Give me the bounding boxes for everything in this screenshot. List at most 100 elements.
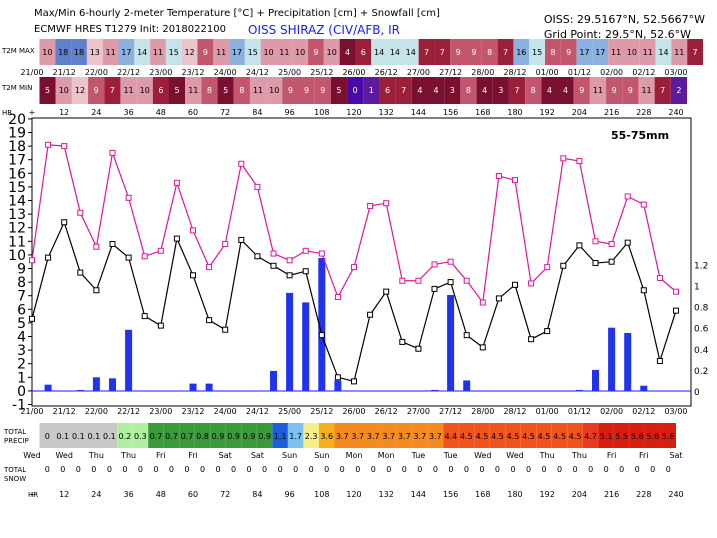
hour-label-bottom: 168 [475, 490, 490, 499]
min-cell [363, 77, 380, 104]
max-cell [418, 39, 435, 65]
grid-point: Grid Point: 29.5°N, 52.6°W [543, 28, 692, 41]
time-label-top: 26/00 [342, 68, 365, 77]
min-cell-value: 8 [239, 86, 244, 95]
x-tick-label: 25/12 [310, 407, 333, 416]
precip-cell [629, 423, 645, 448]
snow-cell-value: 0 [619, 465, 624, 474]
precip-cell [303, 423, 319, 448]
max-cell-value: 18 [74, 48, 84, 57]
x-tick-label: 25/00 [278, 407, 301, 416]
t2m-max-row: T2M MAX 10 18 18 13 11 17 14 11 15 12 9 11 17 15 10 11 10… [1, 39, 703, 77]
min-temp-point [206, 317, 213, 324]
time-label-top: 24/00 [214, 68, 237, 77]
max-temp-point [415, 277, 422, 284]
min-temp-point [157, 322, 164, 329]
max-cell [276, 39, 293, 65]
max-cell [529, 39, 546, 65]
chart-title: Max/Min 6-hourly 2-meter Temperature [°C… [34, 8, 440, 19]
min-cell-value: 8 [531, 86, 536, 95]
min-temp-point [77, 269, 84, 276]
precip-cell [70, 423, 87, 448]
y-tick-label-left: 17 [8, 153, 26, 169]
time-label-top: 28/12 [503, 68, 526, 77]
snow-cell-value: 0 [231, 465, 236, 474]
max-cell [55, 39, 72, 65]
min-cell [589, 77, 607, 104]
precip-bar [431, 389, 438, 392]
weekday-label: Wed [506, 451, 523, 460]
x-tick-label: 28/00 [471, 407, 494, 416]
max-temp-point [576, 158, 583, 165]
max-temp-point [93, 243, 100, 250]
min-temp-point [190, 272, 196, 279]
precip-cell [349, 423, 366, 448]
max-cell-value: 6 [361, 48, 366, 57]
weekday-label: Tue [443, 451, 458, 460]
y-tick-label-left: 9 [17, 262, 26, 278]
max-cell-value: 15 [532, 48, 542, 57]
snow-cell-value: 0 [215, 465, 220, 474]
precip-bar [44, 384, 52, 391]
min-temp-point [238, 236, 245, 243]
hour-label-bottom: 84 [252, 490, 262, 499]
hour-label-bottom: + [29, 490, 36, 499]
max-cell-value: 15 [169, 48, 179, 57]
precip-cell [505, 423, 521, 448]
min-cell [492, 77, 509, 104]
max-cell [402, 39, 419, 65]
max-temp-line [31, 144, 677, 305]
max-cell-value: 11 [105, 48, 115, 57]
max-cell-value: 7 [503, 48, 508, 57]
x-tick-label: 23/12 [181, 407, 204, 416]
min-temp-point [544, 328, 551, 335]
precip-cell-value: 0.1 [72, 432, 85, 441]
min-cell [330, 77, 348, 104]
min-temp-point [495, 295, 502, 302]
min-temp-point [254, 253, 261, 260]
max-temp-point [45, 141, 52, 148]
max-cell [355, 39, 372, 65]
max-cell-value: 10 [42, 48, 52, 57]
max-cell [150, 39, 166, 65]
max-cell [86, 39, 103, 65]
min-temp-point [29, 315, 35, 322]
snow-cell-value: 0 [588, 465, 593, 474]
snow-cell-value: 0 [76, 465, 81, 474]
y-tick-label-left: 15 [8, 180, 26, 196]
max-cell-value: 11 [674, 48, 684, 57]
max-temp-point [528, 280, 535, 287]
max-cell [466, 39, 482, 65]
y-tick-label-left: 7 [17, 289, 26, 305]
max-cell-value: 14 [390, 48, 400, 57]
hour-label-top: 180 [507, 108, 522, 117]
max-cell-value: 17 [595, 48, 605, 57]
max-temp-point [318, 250, 325, 257]
max-temp-point [656, 275, 663, 282]
weekday-label: Sun [282, 451, 297, 460]
precip-cell-value: 3.6 [320, 432, 333, 441]
time-label-top: 25/00 [278, 68, 301, 77]
min-temp-point [560, 262, 567, 269]
snow-cell-value: 0 [138, 465, 143, 474]
min-cell [573, 77, 590, 104]
weekday-label: Thu [120, 451, 136, 460]
max-temp-point [238, 160, 245, 167]
x-tick-label: 24/12 [246, 407, 269, 416]
min-cell-value: 0 [353, 86, 358, 95]
max-cell [687, 39, 703, 65]
hour-label-top: 168 [475, 108, 490, 117]
precip-bar [92, 377, 100, 391]
y-tick-label-left: 0 [17, 384, 26, 400]
precip-cell [163, 423, 180, 448]
min-temp-point [302, 268, 309, 275]
precip-cell [427, 423, 444, 448]
max-cell-value: 10 [627, 48, 637, 57]
precip-cell [101, 423, 118, 448]
min-temp-point [61, 219, 68, 226]
precip-cell-value: 2.3 [305, 432, 318, 441]
hour-label-top: 156 [443, 108, 458, 117]
max-cell-value: 9 [313, 48, 318, 57]
hour-label-bottom: 12 [59, 490, 69, 499]
min-temp-point [447, 279, 454, 286]
